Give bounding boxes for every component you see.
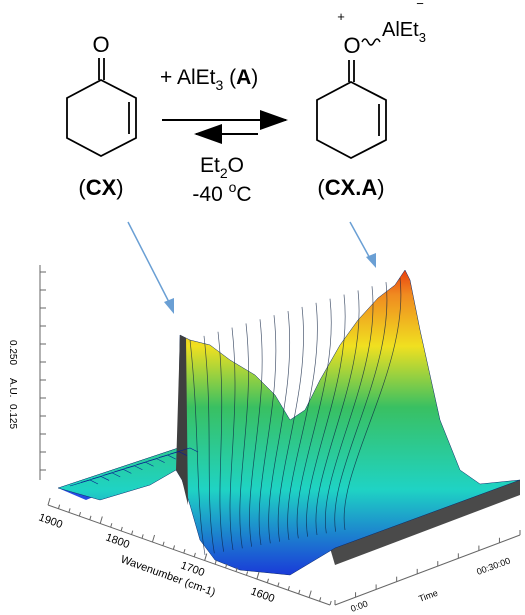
x-tick-mark (172, 545, 176, 550)
ridge-line (315, 290, 360, 536)
peak-side-wall (176, 335, 188, 505)
x-tick-mark (78, 511, 82, 517)
reagent-label: + AlEt3 (A) (160, 66, 258, 93)
x-tick-mark (183, 549, 186, 554)
spectrum-surface (57, 269, 521, 576)
time-axis (334, 534, 521, 606)
y-tick-marks (40, 271, 46, 471)
wavy-bond (361, 38, 381, 46)
x-tick-mark (235, 567, 238, 572)
ridge-line (249, 319, 263, 547)
reactant-label: (CX) (78, 175, 123, 200)
x-tick-mark (89, 515, 92, 520)
x-tick-mark (214, 560, 217, 565)
x-tick-1900: 1900 (37, 512, 64, 532)
ridge-line (239, 323, 249, 549)
time-tick-marks (334, 530, 521, 605)
x-tick-mark (120, 526, 123, 532)
x-tick-mark (57, 504, 61, 509)
cyclohexenone-ring (66, 78, 137, 158)
pointer-arrow-cx (164, 298, 174, 314)
ridge-line (306, 294, 346, 537)
x-tick-mark (329, 600, 332, 606)
x-axis (47, 504, 331, 606)
spectrum-3d-plot: 0.250 A.U. 0.125 1900 1800 1700 1600 Wav… (7, 265, 521, 614)
y-tick-0.125: 0.125 (7, 404, 18, 429)
x-tick-mark (245, 571, 249, 576)
solvent-label: Et2O (200, 154, 244, 181)
ridge-line (217, 331, 225, 552)
y-tick-0.250: 0.250 (7, 340, 18, 365)
pointer-arrows (127, 221, 376, 314)
baseline-ridge (169, 447, 199, 455)
x-tick-mark (193, 552, 196, 557)
x-tick-mark (141, 534, 144, 539)
carbonyl-oxygen: O (92, 32, 109, 57)
pointer-arrow-cxa (366, 253, 376, 268)
x-tick-mark (319, 597, 322, 602)
ridge-line (287, 302, 318, 541)
x-tick-mark (110, 523, 113, 528)
ridge-line (296, 298, 332, 539)
x-tick-mark (225, 563, 228, 569)
x-tick-mark (256, 571, 260, 580)
x-tick-mark (287, 586, 290, 591)
temperature-label: -40 oC (192, 179, 251, 206)
reactant-structure: O (66, 32, 137, 158)
x-tick-1600: 1600 (249, 586, 276, 606)
x-tick-mark (99, 516, 103, 524)
x-tick-mark (298, 589, 301, 595)
ridge-line (334, 282, 388, 532)
x-tick-marks (47, 497, 332, 606)
plus-charge: + (337, 9, 345, 24)
time-axis-label: Time (417, 588, 439, 604)
product-structure: + O − AlEt3 (316, 0, 426, 160)
product-label: (CX.A) (317, 175, 384, 200)
ridge-line (268, 311, 291, 544)
x-tick-1800: 1800 (104, 532, 131, 552)
ridge-line (277, 306, 304, 542)
metal-label: AlEt3 (382, 19, 426, 45)
x-tick-mark (151, 534, 156, 543)
x-tick-mark (47, 497, 51, 506)
ridge-line (203, 335, 215, 554)
side-wall-right (330, 480, 520, 565)
y-axis-label: A.U. (7, 378, 18, 397)
x-tick-mark (266, 578, 270, 583)
equilibrium-arrows (162, 110, 288, 144)
minus-charge: − (416, 0, 424, 11)
x-tick-mark (131, 530, 134, 535)
time-tick-0:00: 0:00 (349, 598, 369, 613)
x-tick-mark (308, 590, 312, 598)
complex-ring (316, 80, 387, 160)
x-tick-mark (162, 541, 165, 546)
ridge-line (189, 339, 206, 556)
x-tick-mark (277, 582, 280, 587)
ridge-line (229, 327, 236, 551)
ridge-lines (69, 277, 402, 556)
ridge-line (343, 277, 402, 531)
ridge-line (324, 286, 374, 534)
ridge-line (258, 315, 277, 546)
complex-oxygen: O (343, 33, 360, 58)
x-tick-mark (204, 553, 208, 561)
x-tick-mark (68, 508, 71, 513)
time-tick-00:30:00: 00:30:00 (475, 555, 511, 576)
